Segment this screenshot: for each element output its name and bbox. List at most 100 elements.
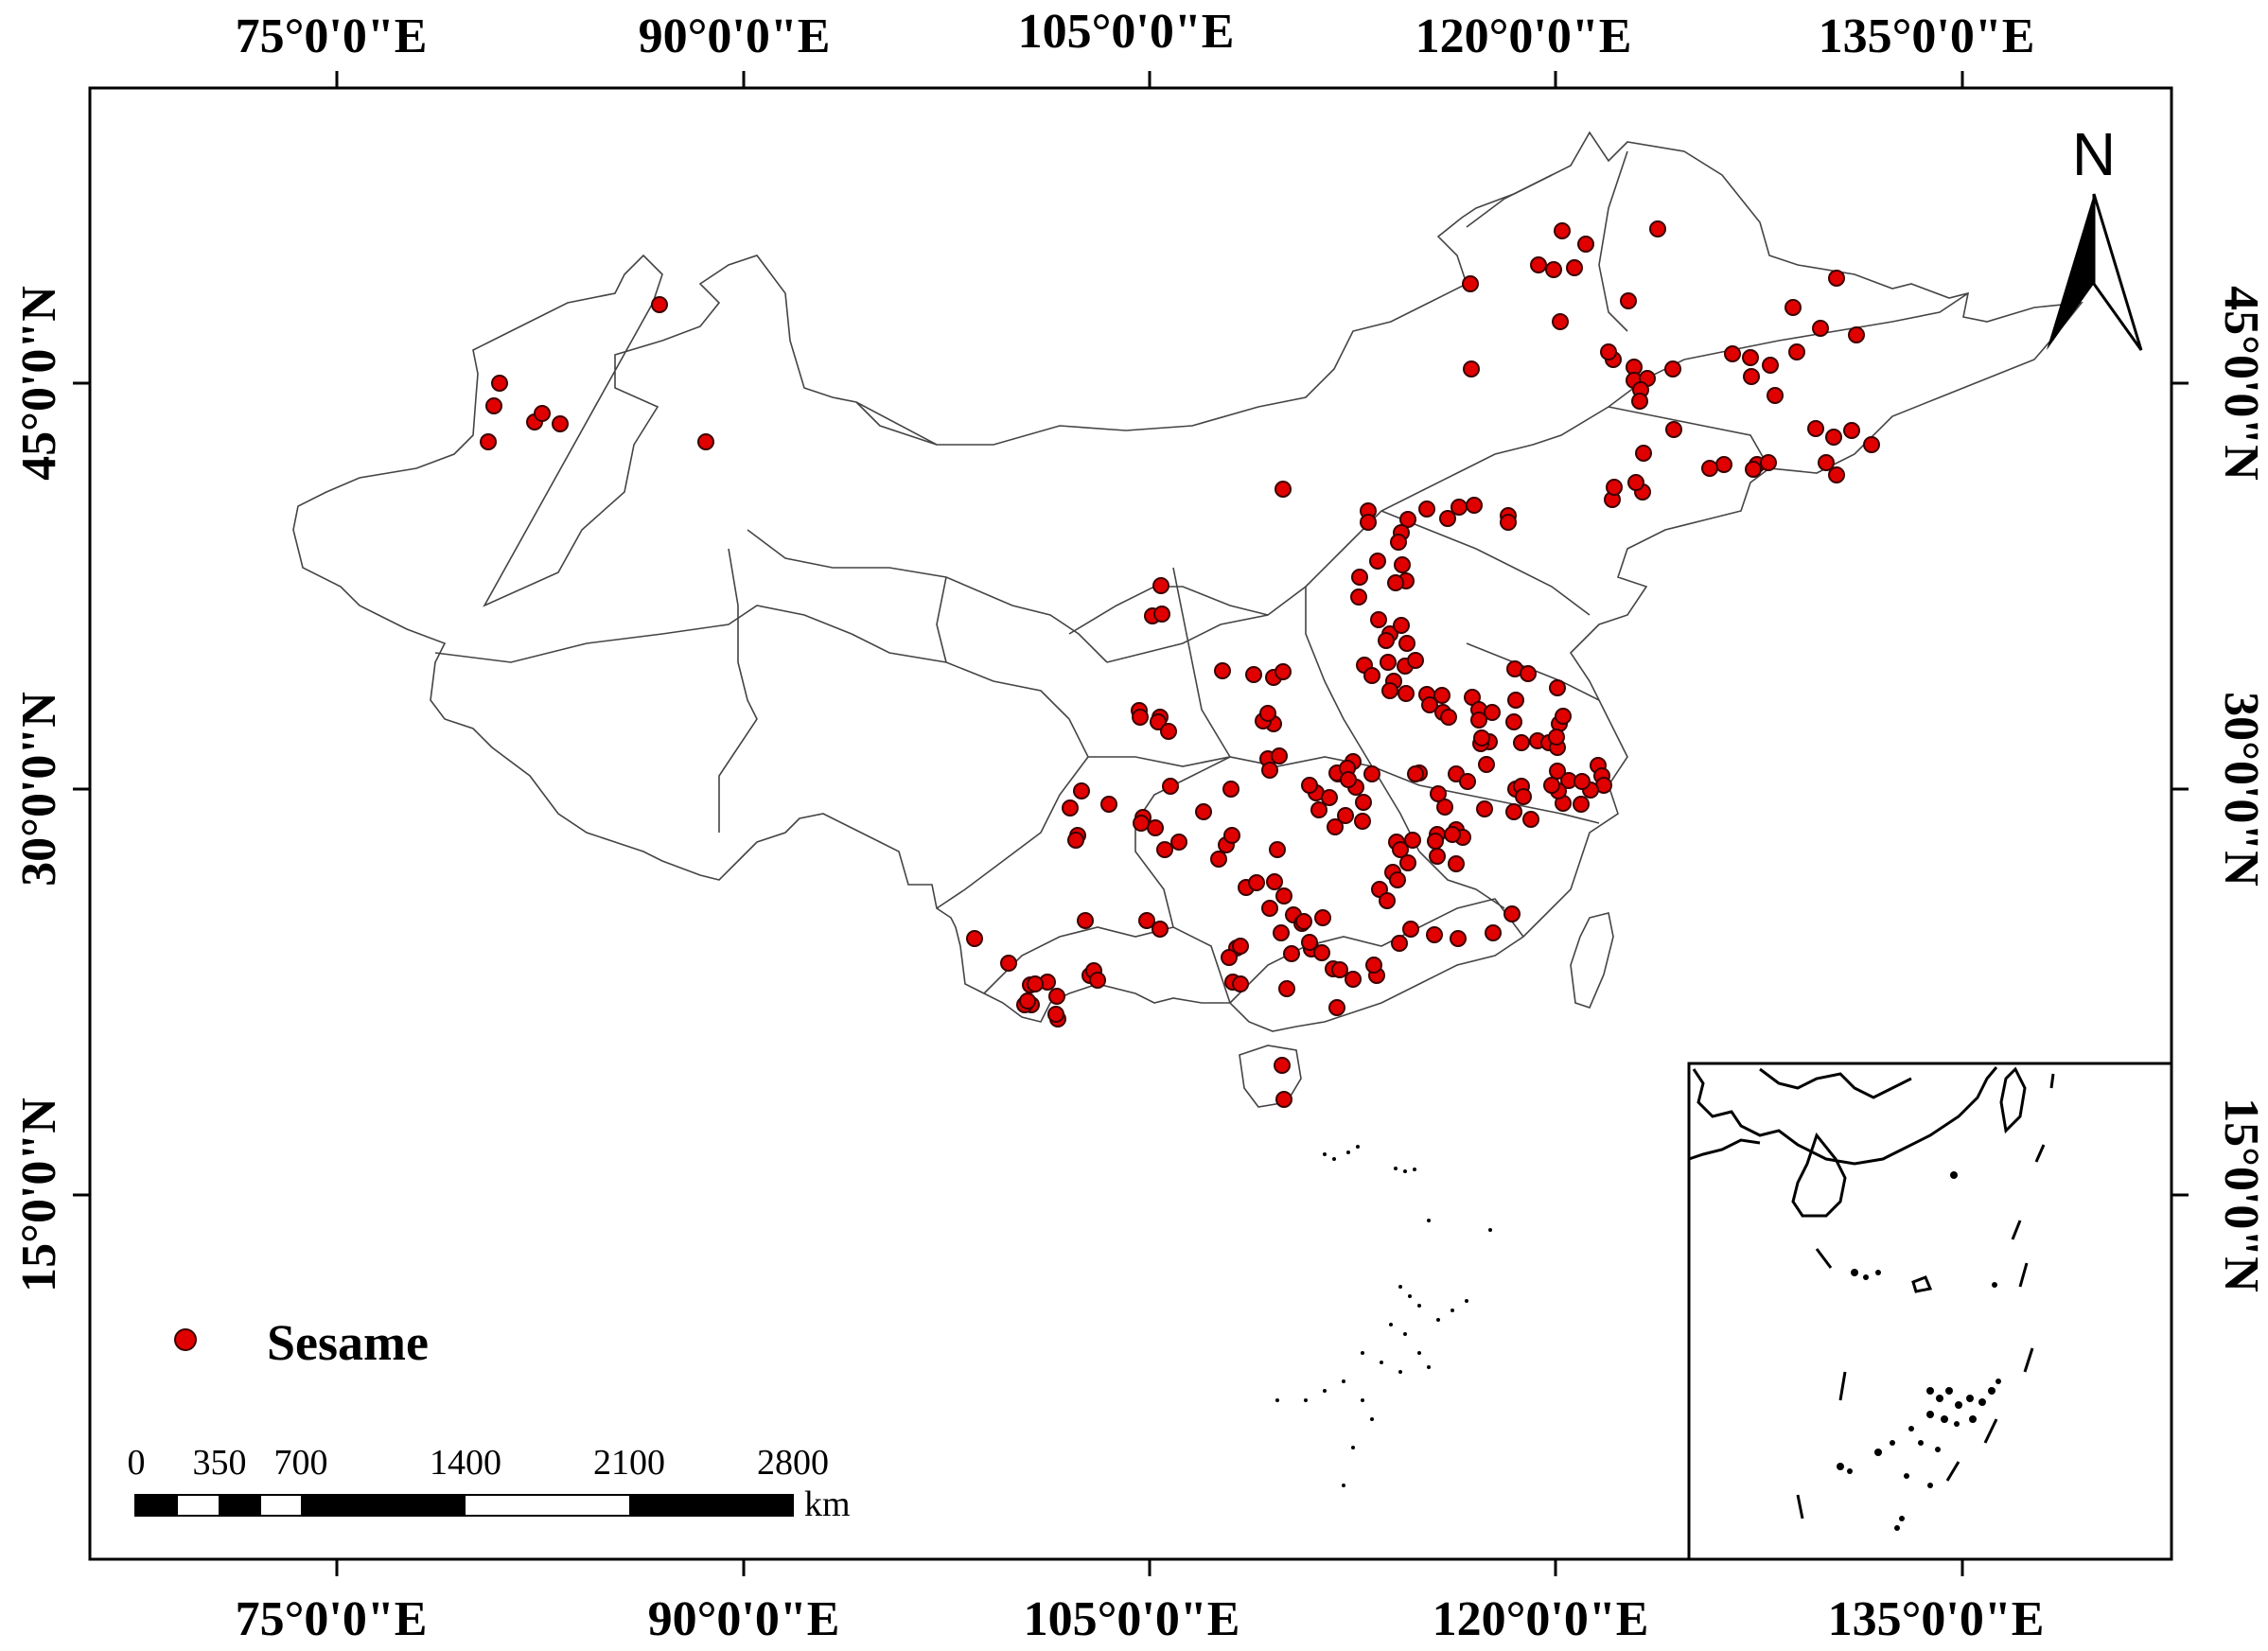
- sesame-point: [1047, 1006, 1064, 1023]
- sesame-point: [1301, 934, 1318, 951]
- sesame-point: [1767, 387, 1784, 404]
- sesame-point: [1664, 360, 1681, 378]
- sesame-point: [1760, 454, 1777, 471]
- sesame-point: [1503, 905, 1521, 922]
- sesame-point: [1399, 511, 1416, 528]
- sesame-point: [1100, 796, 1117, 813]
- sesame-point: [1314, 909, 1331, 926]
- sesame-point: [1271, 747, 1288, 764]
- sesame-point: [1248, 874, 1265, 891]
- sesame-point: [1345, 971, 1362, 988]
- sesame-point: [1507, 692, 1524, 709]
- sesame-point: [1147, 819, 1164, 836]
- sesame-point: [1484, 704, 1501, 721]
- sesame-point: [1631, 393, 1648, 410]
- sesame-point: [1788, 343, 1805, 360]
- province-boundaries: [434, 150, 1969, 1004]
- sesame-point: [1275, 481, 1292, 498]
- sesame-point: [1027, 975, 1044, 992]
- sesame-point: [552, 415, 569, 432]
- sesame-point: [1520, 665, 1537, 682]
- sesame-points: [480, 220, 1880, 1108]
- sesame-point: [1470, 711, 1487, 729]
- sesame-point: [1421, 696, 1438, 713]
- sesame-point: [1394, 556, 1411, 573]
- sesame-point: [1825, 429, 1842, 446]
- sesame-point: [1160, 723, 1177, 740]
- sesame-point: [1278, 980, 1295, 997]
- sesame-point: [1450, 930, 1467, 947]
- sesame-point: [1355, 794, 1372, 811]
- sesame-point: [1436, 799, 1453, 816]
- sesame-point: [1743, 368, 1760, 385]
- lon-label-top-135: 135°0'0"E: [1819, 9, 2035, 63]
- sesame-point: [1807, 420, 1824, 437]
- sesame-point: [1818, 454, 1835, 471]
- sesame-point: [1380, 654, 1397, 671]
- sesame-point: [1138, 912, 1155, 929]
- sesame-point: [1321, 789, 1338, 806]
- north-arrow-icon: [2047, 194, 2094, 350]
- sesame-point: [1450, 499, 1468, 516]
- lat-label-right-15: 15°0'0"N: [2214, 1098, 2268, 1292]
- lon-label-top-75: 75°0'0"E: [236, 9, 428, 63]
- sesame-point: [1573, 796, 1590, 813]
- sesame-point: [1863, 436, 1880, 453]
- sesame-point: [491, 375, 508, 392]
- sesame-point: [1828, 270, 1845, 287]
- lat-label-left-45: 45°0'0"N: [12, 286, 66, 481]
- sesame-point: [1363, 765, 1380, 782]
- sesame-point: [1463, 360, 1480, 378]
- sesame-point: [1549, 763, 1566, 780]
- sesame-point: [1462, 275, 1479, 292]
- sesame-point: [1404, 832, 1421, 849]
- country-outline: [292, 131, 2083, 1032]
- sesame-point: [1132, 709, 1149, 726]
- sesame-point: [1548, 729, 1565, 746]
- sesame-point: [1077, 912, 1094, 929]
- sesame-point: [1402, 921, 1419, 938]
- sesame-point: [1150, 713, 1167, 730]
- sesame-point: [1195, 803, 1212, 820]
- sesame-point: [1543, 777, 1560, 794]
- sesame-point: [1266, 873, 1283, 890]
- sesame-point: [1393, 617, 1410, 634]
- sesame-point: [534, 405, 551, 422]
- scale-bar: 0 350 700 1400 2100 2800 km: [128, 1443, 851, 1524]
- sesame-point: [1387, 574, 1404, 591]
- sesame-point: [1426, 926, 1443, 943]
- sesame-point: [1635, 445, 1652, 462]
- sesame-point: [1505, 713, 1522, 730]
- sesame-point: [1328, 999, 1345, 1016]
- sesame-point: [1812, 320, 1829, 337]
- sesame-point: [1476, 800, 1493, 817]
- sesame-point: [651, 296, 668, 313]
- legend: Sesame: [174, 1314, 429, 1371]
- sesame-point: [1089, 972, 1106, 989]
- sesame-point: [1273, 924, 1290, 941]
- sesame-point: [1522, 811, 1539, 828]
- sesame-point: [1378, 632, 1395, 649]
- sesame-point: [1600, 343, 1617, 360]
- sesame-point: [1762, 357, 1779, 374]
- sesame-point: [1724, 345, 1741, 362]
- sesame-point: [1153, 606, 1170, 623]
- sesame-point: [1478, 756, 1495, 773]
- sesame-point: [1170, 834, 1187, 851]
- sesame-point: [1485, 924, 1502, 941]
- sesame-point: [1275, 1091, 1292, 1108]
- legend-marker: [174, 1328, 197, 1351]
- sesame-point: [1261, 762, 1278, 779]
- south-sea-islands: [1275, 1145, 1492, 1487]
- scale-tick-700: 700: [274, 1443, 328, 1483]
- sesame-point: [1430, 785, 1447, 802]
- sesame-point: [1223, 827, 1240, 844]
- lon-label-bottom-120: 120°0'0"E: [1433, 1592, 1649, 1646]
- lon-label-bottom-75: 75°0'0"E: [236, 1592, 428, 1646]
- sesame-point: [1391, 935, 1408, 952]
- lon-label-top-105: 105°0'0"E: [1018, 5, 1235, 59]
- sesame-point: [1828, 466, 1845, 483]
- hainan-island: [1239, 1045, 1302, 1108]
- lat-label-right-30: 30°0'0"N: [2214, 692, 2268, 887]
